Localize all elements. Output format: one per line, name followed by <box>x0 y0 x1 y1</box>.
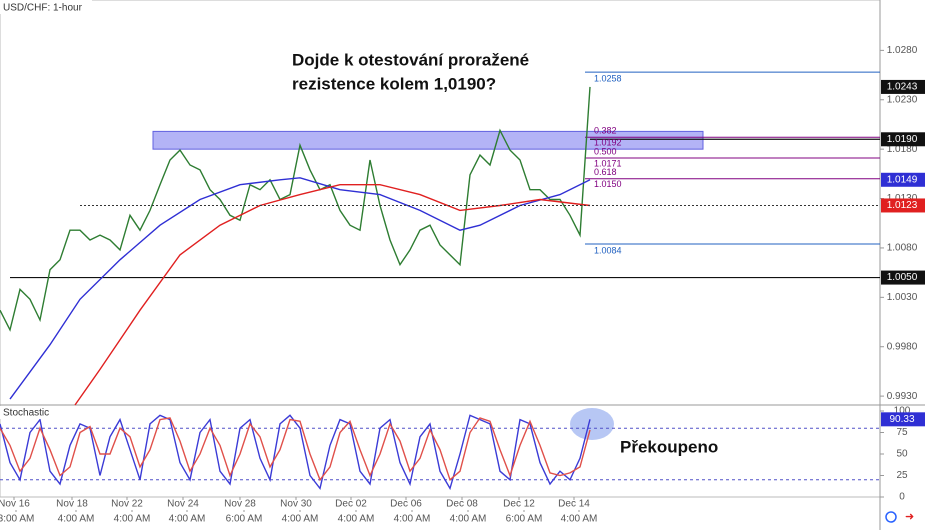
y-tick-label: 50 <box>896 449 908 460</box>
x-tick-label: Dec 06 <box>390 499 422 510</box>
x-tick-label: Nov 18 <box>56 499 88 510</box>
x-tick-time-label: 4:00 AM <box>282 514 319 525</box>
y-tick-label: 0 <box>899 492 905 503</box>
value-badge-label: 90.33 <box>889 414 914 425</box>
highlight-oval <box>570 408 614 440</box>
value-badge <box>881 412 925 427</box>
y-tick-label: 1.0080 <box>887 243 918 254</box>
y-tick-label: 1.0030 <box>887 292 918 303</box>
title-bg <box>0 406 44 419</box>
value-badge <box>881 172 925 187</box>
series-line <box>74 183 591 406</box>
x-tick-label: Dec 02 <box>335 499 367 510</box>
x-tick-label: Nov 28 <box>224 499 256 510</box>
value-badge-label: 1.0149 <box>887 174 918 185</box>
y-tick-label: 0.9930 <box>887 391 918 402</box>
x-tick-time-label: 4:00 AM <box>58 514 95 525</box>
resistance-zone <box>152 130 704 150</box>
fib-price: 1.0171 <box>594 158 622 168</box>
x-tick-time-label: 4:00 AM <box>394 514 431 525</box>
series-line <box>9 177 591 400</box>
icon[interactable] <box>885 511 897 523</box>
x-tick-label: Nov 22 <box>111 499 143 510</box>
fib-price: 1.0192 <box>594 138 622 148</box>
x-tick-label: Nov 30 <box>280 499 312 510</box>
x-tick-time-label: 6:00 AM <box>226 514 263 525</box>
fib-price: 1.0150 <box>594 179 622 189</box>
series-line <box>0 414 591 491</box>
y-tick-label: 0.9980 <box>887 341 918 352</box>
x-tick-label: Dec 14 <box>558 499 590 510</box>
icon[interactable]: ➜ <box>905 511 914 523</box>
chart-title: USD/CHF: 1-hour <box>3 3 83 14</box>
y-tick-label: 100 <box>894 406 911 417</box>
y-tick-label: 75 <box>896 427 908 438</box>
fib-price: 1.0258 <box>594 73 622 83</box>
x-tick-time-label: 4:00 AM <box>450 514 487 525</box>
x-tick-label: Dec 08 <box>446 499 478 510</box>
y-tick-label: 1.0230 <box>887 94 918 105</box>
value-badge <box>881 198 925 213</box>
price-badge <box>881 270 925 285</box>
title-bg <box>0 0 92 14</box>
price-badge <box>881 132 925 147</box>
value-badge-label: 1.0243 <box>887 82 918 93</box>
y-tick-label: 1.0280 <box>887 45 918 56</box>
x-tick-time-label: 4:00 AM <box>114 514 151 525</box>
x-tick-time-label: 6:00 AM <box>506 514 543 525</box>
x-tick-label: Dec 12 <box>503 499 535 510</box>
fib-ratio: 0.382 <box>594 126 617 136</box>
x-tick-label: Nov 16 <box>0 499 30 510</box>
value-badge <box>881 79 925 94</box>
plot-frame <box>0 0 881 498</box>
x-tick-label: Nov 24 <box>167 499 199 510</box>
y-tick-label: 25 <box>896 470 908 481</box>
x-tick-time-label: 4:00 AM <box>338 514 375 525</box>
annotation: Dojde k otestování proražené <box>292 50 529 69</box>
x-tick-time-label: 3:00 AM <box>0 514 34 525</box>
price-badge-label: 1.0190 <box>887 134 918 145</box>
x-tick-time-label: 4:00 AM <box>561 514 598 525</box>
x-tick-time-label: 4:00 AM <box>169 514 206 525</box>
price-badge-label: 1.0050 <box>887 272 918 283</box>
annotation: Překoupeno <box>620 437 718 456</box>
fib-ratio: 0.500 <box>594 146 617 156</box>
panel-title: Stochastic <box>3 408 49 419</box>
series-line <box>0 86 591 332</box>
fib-ratio: 0.618 <box>594 167 617 177</box>
y-tick-label: 1.0180 <box>887 144 918 155</box>
fib-price: 1.0084 <box>594 245 622 255</box>
value-badge-label: 1.0123 <box>887 200 918 211</box>
series-line <box>0 417 591 482</box>
annotation: rezistence kolem 1,0190? <box>292 74 496 93</box>
